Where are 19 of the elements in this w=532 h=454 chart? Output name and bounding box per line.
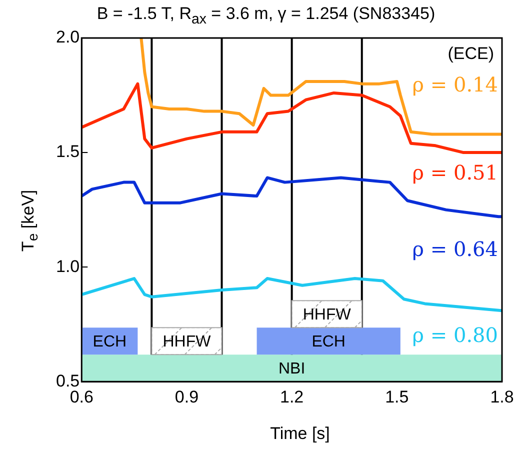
series-label: ρ = 0.51	[412, 160, 498, 185]
series-label: ρ = 0.80	[412, 322, 498, 347]
x-tick-label: 1.2	[280, 387, 304, 406]
x-tick-label: 1.5	[385, 387, 409, 406]
band-label: HHFW	[302, 306, 352, 324]
y-tick-label: 2.0	[56, 28, 80, 47]
band-label: ECH	[92, 334, 127, 351]
x-axis-title: Time [s]	[269, 424, 331, 444]
band-label: NBI	[278, 360, 306, 378]
series-label: ρ = 0.14	[412, 72, 498, 96]
chart-title: B = -1.5 T, R$_{ax}$ = 3.6 m, γ = 1.254 (SN83345)	[96, 4, 436, 28]
annotation: (ECE)	[448, 44, 494, 64]
band-label: HHFW	[162, 334, 212, 351]
x-tick-label: 0.9	[174, 387, 199, 406]
y-tick-label: 1.0	[56, 256, 80, 276]
y-tick-label: 1.5	[56, 142, 80, 162]
series-label: ρ = 0.64	[412, 236, 498, 261]
band-label: ECH	[312, 334, 346, 351]
x-tick-label: 1.8	[490, 387, 514, 406]
